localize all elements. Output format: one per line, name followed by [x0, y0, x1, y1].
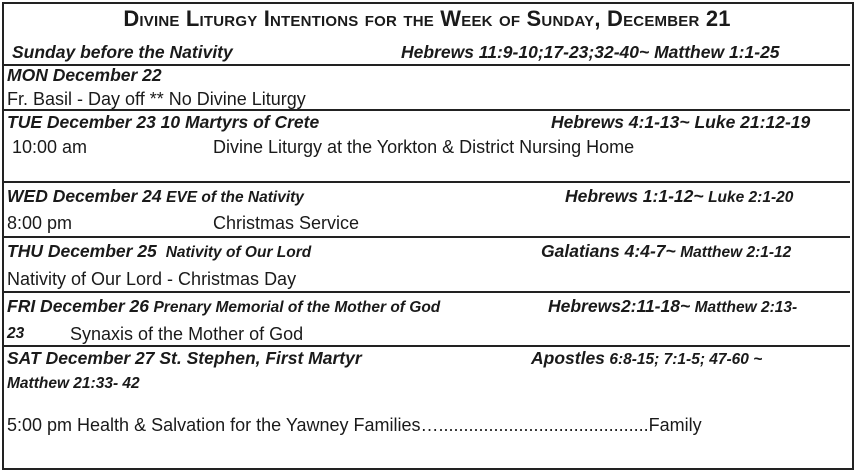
thu-readings: Galatians 4:4-7~ Matthew 2:1-12 — [541, 241, 792, 261]
divider — [4, 236, 850, 238]
thu-gospel: Matthew 2:1-12 — [680, 244, 792, 261]
thu-heading: THU December 25 Nativity of Our Lord — [7, 241, 312, 261]
sat-heading: SAT December 27 St. Stephen, First Marty… — [7, 348, 362, 368]
fri-service: Synaxis of the Mother of God — [70, 324, 304, 344]
page-title: Divine Liturgy Intentions for the Week o… — [123, 6, 731, 31]
wed-day: WED December 24 — [7, 186, 162, 206]
sunday-heading: Sunday before the Nativity — [12, 42, 233, 62]
fri-feast: Prenary Memorial of the Mother of God — [153, 299, 441, 316]
thu-epistle: Galatians 4:4-7~ — [541, 241, 676, 261]
fri-readings-cont: 23 — [7, 325, 25, 342]
divider — [4, 109, 850, 111]
mon-line: Fr. Basil - Day off ** No Divine Liturgy — [7, 89, 306, 109]
sat-gospel: Matthew 21:33- 42 — [7, 375, 140, 392]
thu-feast: Nativity of Our Lord — [165, 244, 312, 261]
tue-readings: Hebrews 4:1-13~ Luke 21:12-19 — [551, 112, 811, 132]
fri-readings: Hebrews2:11-18~ Matthew 2:13- — [548, 296, 798, 316]
wed-feast: EVE of the Nativity — [166, 189, 304, 206]
wed-time: 8:00 pm — [7, 213, 73, 233]
divider — [4, 345, 850, 347]
fri-epistle: Hebrews2:11-18~ — [548, 296, 691, 316]
wed-readings: Hebrews 1:1-12~ Luke 2:1-20 — [565, 186, 794, 206]
wed-heading: WED December 24 EVE of the Nativity — [7, 186, 304, 206]
thu-line: Nativity of Our Lord - Christmas Day — [7, 269, 297, 289]
sat-epistle-verses: 6:8-15; 7:1-5; 47-60 ~ — [609, 351, 763, 368]
divider — [4, 181, 850, 183]
sunday-readings: Hebrews 11:9-10;17-23;32-40~ Matthew 1:1… — [401, 42, 780, 62]
fri-gospel: Matthew 2:13- — [694, 299, 798, 316]
wed-gospel: Luke 2:1-20 — [708, 189, 794, 206]
divider — [4, 291, 850, 293]
fri-heading: FRI December 26 Prenary Memorial of the … — [7, 296, 441, 316]
sat-readings: Apostles 6:8-15; 7:1-5; 47-60 ~ — [531, 348, 763, 368]
fri-day: FRI December 26 — [7, 296, 150, 316]
divider — [4, 64, 850, 66]
mon-heading: MON December 22 — [7, 65, 162, 85]
tue-time: 10:00 am — [12, 137, 88, 157]
sat-epistle-book: Apostles — [531, 348, 605, 368]
wed-service: Christmas Service — [213, 213, 360, 233]
sat-line: 5:00 pm Health & Salvation for the Yawne… — [7, 415, 702, 435]
thu-day: THU December 25 — [7, 241, 157, 261]
tue-service: Divine Liturgy at the Yorkton & District… — [213, 137, 635, 157]
wed-epistle: Hebrews 1:1-12~ — [565, 186, 704, 206]
tue-heading: TUE December 23 10 Martyrs of Crete — [7, 112, 320, 132]
